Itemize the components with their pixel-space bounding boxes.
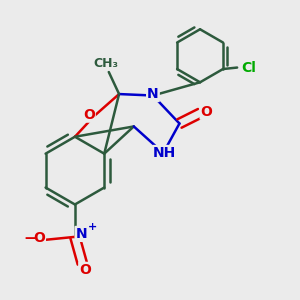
Text: O: O <box>83 108 95 122</box>
Text: O: O <box>79 263 91 277</box>
Text: Cl: Cl <box>241 61 256 75</box>
Text: +: + <box>88 221 98 232</box>
Text: N: N <box>147 87 159 101</box>
Text: O: O <box>201 105 212 119</box>
Text: N: N <box>76 227 87 241</box>
Text: NH: NH <box>153 146 176 160</box>
Text: −: − <box>23 231 36 246</box>
Text: CH₃: CH₃ <box>93 57 118 70</box>
Text: O: O <box>33 231 45 245</box>
